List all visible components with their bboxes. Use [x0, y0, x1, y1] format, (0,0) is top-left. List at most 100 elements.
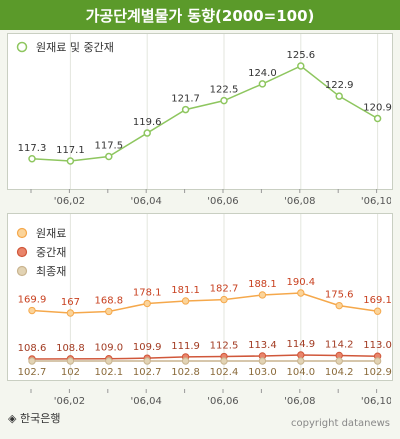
data-point [220, 96, 228, 105]
data-label: 178.1 [133, 288, 162, 299]
data-point [335, 301, 343, 310]
data-label: 102.1 [94, 367, 123, 378]
data-label: 113.0 [363, 340, 392, 351]
x-tick-label: '06,08 [284, 196, 315, 207]
top-chart-x-axis-svg: '06,02 '06,04 '06,06 '06,08 '06,10 [30, 189, 392, 207]
data-label: 119.6 [133, 117, 162, 128]
bottom-chart-x-axis: '06,02 '06,04 '06,06 '06,08 '06,10 [7, 389, 392, 407]
data-point [105, 307, 113, 316]
data-point [66, 357, 75, 365]
x-tick-label: '06,10 [361, 396, 391, 407]
data-point [181, 357, 190, 365]
data-point [258, 80, 267, 88]
data-point [297, 62, 305, 70]
data-label: 168.8 [94, 295, 123, 306]
data-label: 102.9 [363, 367, 392, 378]
data-point [297, 351, 305, 359]
series-line [31, 292, 378, 314]
chart-title: 가공단계별물가 동향(2000=100) [0, 0, 400, 30]
data-label: 102 [61, 367, 80, 378]
data-label: 108.6 [18, 343, 47, 354]
top-chart-panel: 원재료 및 중간재 117.3 117.1 117.5 119.6 121.7 122.5 1… [7, 33, 393, 190]
data-label: 181.1 [171, 285, 200, 296]
data-point [143, 129, 151, 137]
data-label: 103.0 [248, 367, 277, 378]
data-label: 102.4 [210, 367, 239, 378]
data-point [28, 155, 36, 163]
data-label: 102.8 [171, 367, 200, 378]
data-label: 117.3 [18, 143, 47, 154]
data-label: 175.6 [325, 290, 354, 301]
x-tick-label: '06,08 [284, 396, 315, 407]
data-label: 190.4 [286, 277, 315, 288]
data-point [220, 295, 228, 304]
top-chart-x-axis: '06,02 '06,04 '06,06 '06,08 '06,10 [7, 189, 392, 207]
data-label: 109.9 [133, 342, 162, 353]
data-label: 104.0 [286, 367, 315, 378]
source-label: ◈ 한국은행 [8, 412, 61, 425]
data-label: 104.2 [325, 367, 354, 378]
data-point [297, 289, 305, 297]
series-line [31, 65, 378, 162]
legend-label: 최종재 [36, 265, 66, 278]
legend-marker [16, 227, 28, 239]
data-label: 167 [61, 297, 80, 308]
data-label: 117.5 [94, 141, 123, 152]
data-point [335, 92, 343, 100]
legend-marker [16, 265, 28, 277]
data-point [181, 297, 190, 305]
legend-label: 중간재 [36, 246, 66, 259]
series-line [31, 354, 378, 360]
data-label: 109.0 [94, 343, 123, 354]
data-label: 114.9 [286, 339, 315, 350]
data-point [143, 299, 151, 308]
x-tick-label: '06,04 [131, 196, 162, 207]
data-point [181, 105, 190, 114]
data-label: 112.5 [210, 341, 239, 352]
data-label: 108.8 [56, 343, 85, 354]
x-tick-label: '06,04 [131, 396, 162, 407]
data-point [105, 152, 113, 161]
top-chart: 원재료 및 중간재 117.3 117.1 117.5 119.6 121.7 122.5 1… [16, 34, 392, 189]
data-label: 120.9 [363, 103, 392, 114]
data-point [66, 309, 75, 317]
data-label: 122.5 [210, 85, 239, 96]
data-label: 125.6 [286, 50, 315, 61]
legend-label: 원재료 및 중간재 [36, 41, 114, 54]
legend-marker [16, 41, 28, 53]
data-point [66, 157, 75, 165]
data-point [143, 357, 151, 365]
data-point [258, 357, 267, 365]
data-label: 182.7 [210, 284, 239, 295]
data-point [105, 357, 113, 365]
data-label: 102.7 [18, 367, 47, 378]
data-point [220, 357, 228, 365]
data-label: 188.1 [248, 279, 277, 290]
legend-marker [16, 246, 28, 258]
x-tick-label: '06,06 [207, 196, 238, 207]
data-label: 169.9 [18, 295, 47, 306]
data-label: 113.4 [248, 340, 277, 351]
data-point [258, 291, 267, 299]
data-label: 122.9 [325, 80, 354, 91]
data-point [28, 306, 36, 315]
data-point [373, 357, 382, 365]
data-label: 124.0 [248, 68, 277, 79]
data-label: 114.2 [325, 339, 354, 350]
data-label: 111.9 [171, 341, 200, 352]
data-point [373, 114, 382, 123]
x-tick-label: '06,02 [54, 196, 85, 207]
data-point [335, 357, 343, 365]
data-label: 102.7 [133, 367, 162, 378]
data-point [28, 357, 36, 365]
x-tick-label: '06,06 [207, 396, 238, 407]
legend-label: 원재료 [36, 227, 66, 240]
copyright-label: copyright datanews [291, 418, 390, 429]
data-label: 117.1 [56, 145, 85, 156]
bottom-chart-x-axis-svg: '06,02 '06,04 '06,06 '06,08 '06,10 [30, 389, 392, 407]
data-label: 169.1 [363, 295, 392, 306]
x-tick-label: '06,02 [54, 396, 85, 407]
